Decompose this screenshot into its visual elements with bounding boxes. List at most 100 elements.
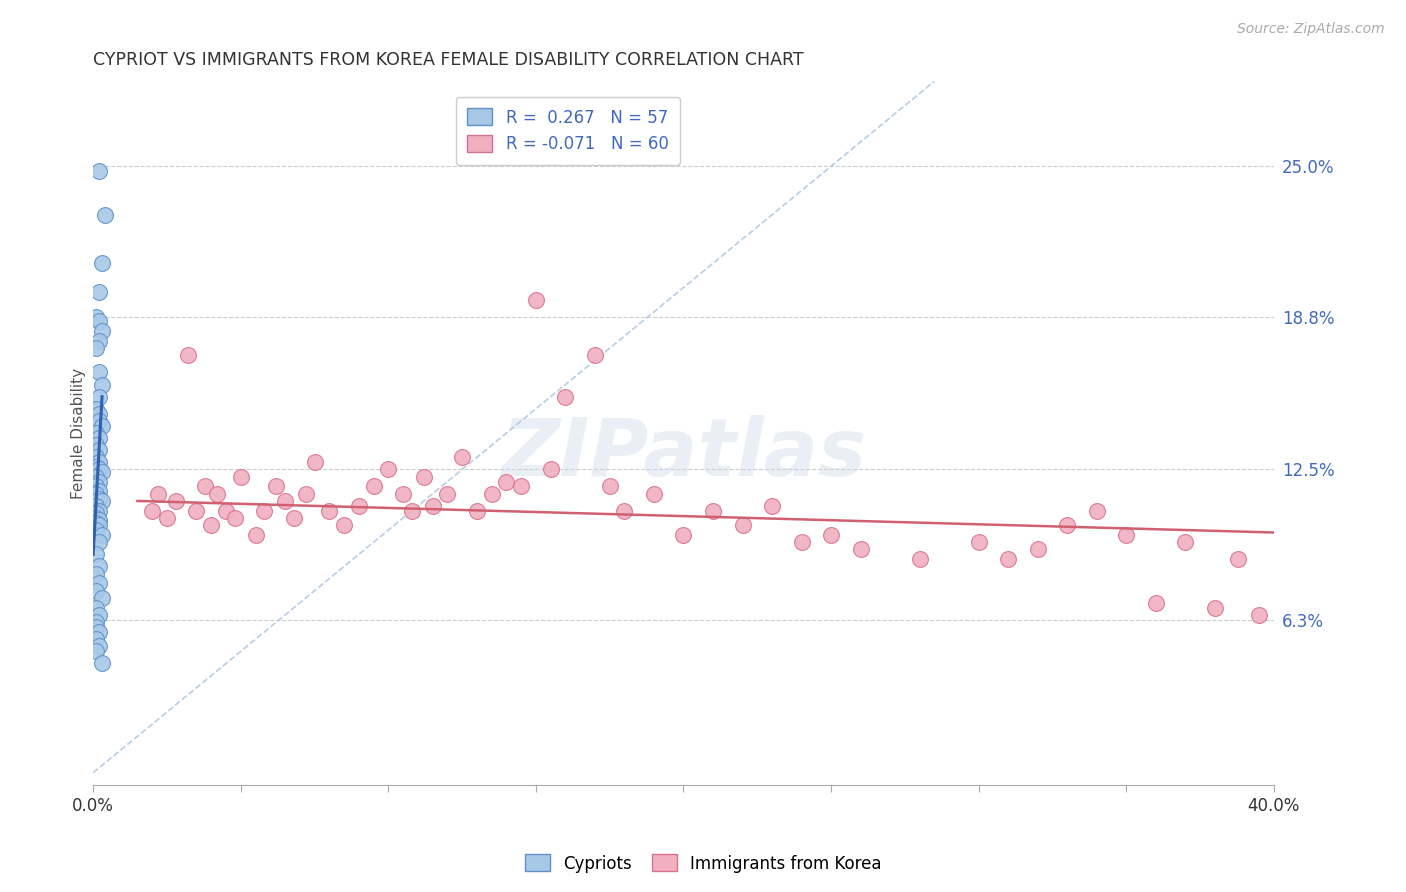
Point (908, 552, 931, 566)
Point (599, 479, 621, 493)
Point (422, 499, 444, 513)
Point (229, 469, 252, 483)
Point (84, 620, 107, 634)
Point (1115, 528, 1137, 542)
Point (253, 503, 276, 517)
Point (84, 310, 107, 324)
Point (1247, 607, 1270, 622)
Point (146, 486, 169, 500)
Point (333, 518, 356, 533)
Point (91, 528, 114, 542)
Legend: Cypriots, Immigrants from Korea: Cypriots, Immigrants from Korea (517, 847, 889, 880)
Point (224, 511, 246, 525)
Point (1056, 518, 1078, 533)
Point (363, 479, 385, 493)
Point (87, 503, 110, 517)
Point (84, 401, 107, 416)
Point (702, 503, 724, 517)
Point (165, 494, 187, 508)
Point (436, 486, 458, 500)
Point (141, 503, 163, 517)
Point (967, 535, 990, 549)
Point (91, 494, 114, 508)
Point (1204, 600, 1226, 615)
Point (87, 414, 110, 428)
Point (1026, 542, 1049, 557)
Point (790, 535, 813, 549)
Point (215, 503, 238, 517)
Text: ZIPatlas: ZIPatlas (501, 415, 866, 493)
Point (412, 469, 434, 483)
Point (481, 486, 503, 500)
Point (84, 469, 107, 483)
Point (87, 484, 110, 499)
Point (84, 499, 107, 513)
Point (510, 479, 533, 493)
Point (84, 644, 107, 658)
Text: CYPRIOT VS IMMIGRANTS FROM KOREA FEMALE DISABILITY CORRELATION CHART: CYPRIOT VS IMMIGRANTS FROM KOREA FEMALE … (93, 51, 804, 69)
Point (84, 479, 107, 493)
Point (94, 208, 117, 222)
Point (87, 285, 110, 300)
Point (87, 390, 110, 404)
Point (554, 390, 576, 404)
Point (186, 503, 208, 517)
Point (87, 576, 110, 591)
Point (91, 465, 114, 479)
Point (540, 462, 562, 476)
Point (87, 475, 110, 489)
Point (84, 341, 107, 355)
Point (91, 657, 114, 671)
Point (84, 516, 107, 530)
Point (1144, 596, 1167, 610)
Point (524, 293, 547, 307)
Y-axis label: Female Disability: Female Disability (72, 368, 86, 499)
Point (84, 632, 107, 647)
Point (401, 503, 423, 517)
Point (583, 348, 606, 362)
Point (849, 542, 872, 557)
Point (465, 503, 488, 517)
Point (264, 479, 287, 493)
Point (87, 535, 110, 549)
Point (156, 511, 179, 525)
Point (84, 460, 107, 475)
Point (87, 407, 110, 421)
Point (731, 518, 754, 533)
Point (87, 640, 110, 654)
Point (84, 438, 107, 452)
Point (820, 528, 842, 542)
Point (294, 486, 316, 500)
Point (304, 455, 326, 469)
Point (84, 547, 107, 561)
Point (377, 462, 399, 476)
Point (318, 503, 340, 517)
Point (84, 450, 107, 465)
Point (194, 479, 217, 493)
Point (84, 511, 107, 525)
Point (200, 518, 222, 533)
Point (283, 511, 305, 525)
Point (87, 334, 110, 348)
Point (87, 164, 110, 178)
Point (87, 624, 110, 639)
Point (176, 348, 198, 362)
Point (84, 615, 107, 630)
Point (87, 366, 110, 380)
Point (347, 499, 370, 513)
Point (245, 528, 267, 542)
Point (91, 591, 114, 605)
Point (672, 528, 695, 542)
Point (613, 503, 636, 517)
Point (997, 552, 1019, 566)
Point (451, 450, 474, 465)
Point (91, 324, 114, 338)
Point (643, 486, 665, 500)
Point (91, 418, 114, 433)
Legend: R =  0.267   N = 57, R = -0.071   N = 60: R = 0.267 N = 57, R = -0.071 N = 60 (456, 96, 681, 165)
Point (87, 443, 110, 458)
Point (1085, 503, 1108, 517)
Point (1227, 552, 1250, 566)
Point (87, 518, 110, 533)
Point (761, 499, 783, 513)
